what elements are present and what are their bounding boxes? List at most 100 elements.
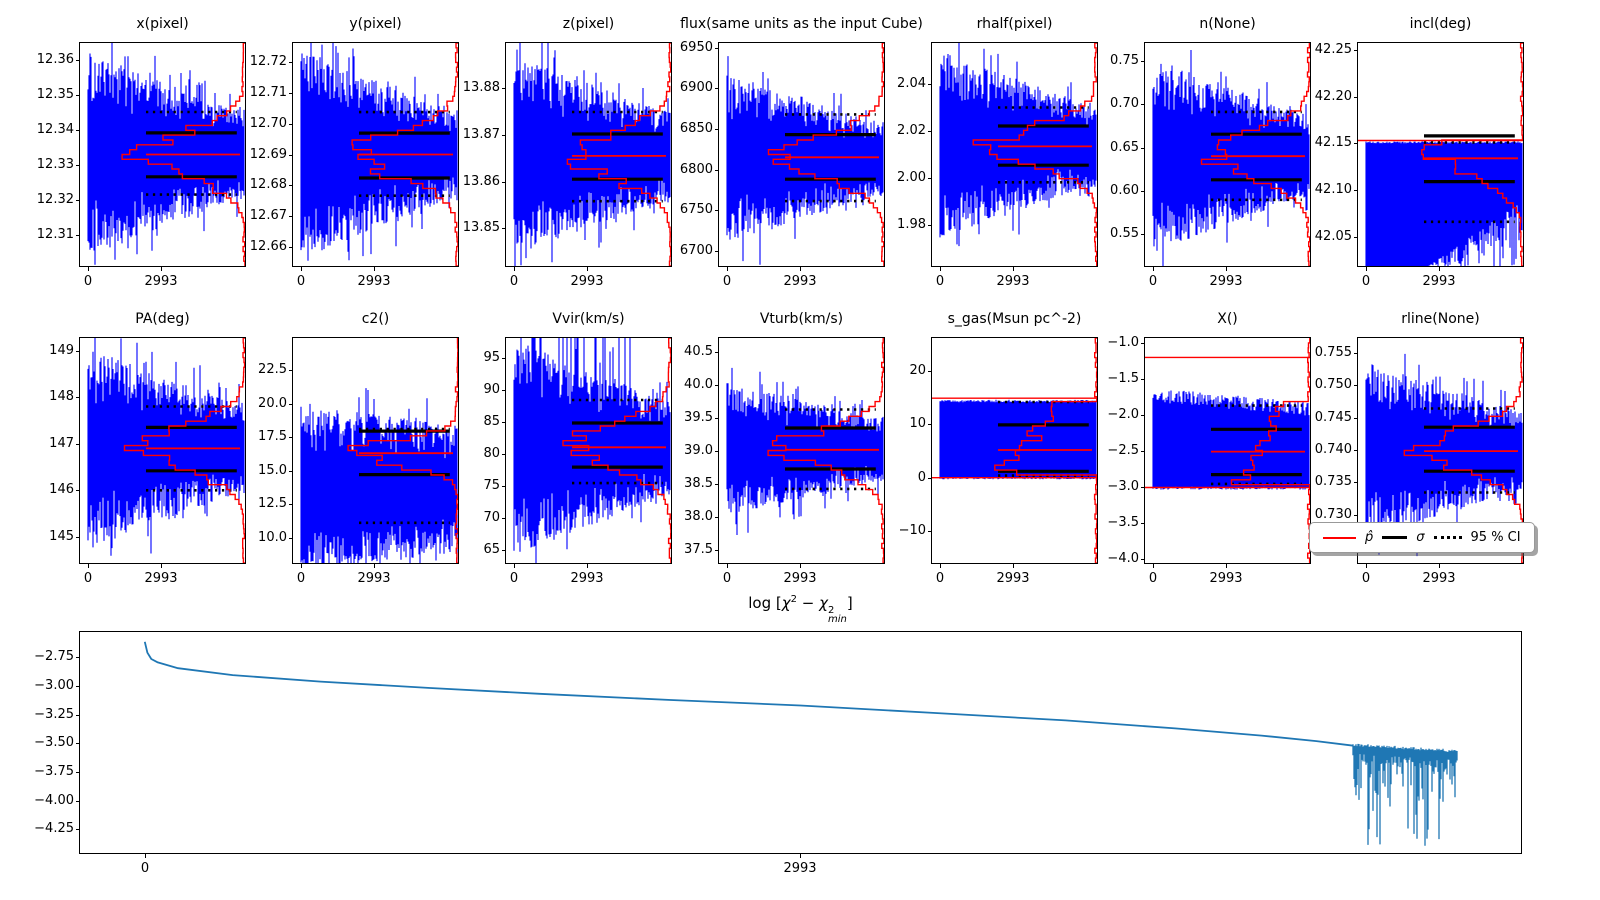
x-tick-label: 2993 [357,274,391,289]
y-tick-label: −4.00 [34,792,74,808]
x-tick [800,564,801,568]
panel-vturb [718,337,885,564]
x-tick [800,854,801,858]
y-tick-label: 39.0 [684,443,713,459]
mcmc-trace [1365,141,1523,266]
mcmc-trace [939,399,1097,480]
y-tick [289,437,293,439]
x-tick-label: 2993 [996,274,1030,289]
chi2-title: log [χ2 − χ 2 min] [80,594,1521,625]
plot-area-flux [726,43,884,266]
chi2-title-log: log [ [748,594,782,612]
y-tick [928,424,932,426]
panel-pa [79,337,246,564]
y-tick-label: 147 [49,435,74,451]
y-tick [1141,414,1145,416]
panel-title-rhalf: rhalf(pixel) [976,16,1053,32]
x-tick-label: 2993 [570,274,604,289]
panel-title-pa: PA(deg) [135,311,190,327]
y-tick-label: −2.5 [1107,442,1139,458]
x-tick-label: 2993 [996,571,1030,586]
mcmc-trace [300,43,458,261]
y-tick [715,88,719,90]
chi-min-exponent: 2 [828,605,835,616]
y-tick-label: 0.60 [1110,182,1139,198]
x-tick-label: 0 [140,861,150,876]
panel-incl [1357,42,1524,267]
panel-title-x-fn: X() [1217,311,1238,327]
y-tick [502,485,506,487]
panel-title-vturb: Vturb(km/s) [759,311,844,327]
y-tick-label: −10 [898,523,926,538]
chi2-plot-area [143,641,1458,846]
plot-area-n-none [1152,43,1310,266]
y-tick [289,216,293,218]
x-tick [301,564,302,568]
y-tick [502,421,506,423]
y-tick-label: 85 [483,413,500,429]
plot-area-vturb [726,338,884,563]
chi2-panel-box [79,631,1522,854]
chi-min-symbol: χ [819,594,829,612]
chi-symbol: χ [781,594,791,612]
y-tick-label: 20 [909,363,926,379]
y-tick-label: −4.0 [1107,550,1139,566]
x-tick-label: 0 [296,274,306,289]
posterior-histogram [566,43,671,266]
x-tick-label: 0 [722,274,732,289]
panel-x-pixel [79,42,246,267]
x-tick [1153,267,1154,271]
y-tick [715,169,719,171]
y-tick-label: 2.04 [897,76,926,92]
y-tick [1354,417,1358,419]
y-tick [1141,104,1145,106]
x-tick [161,564,162,568]
chi-min-subscript: min [828,614,847,625]
panel-title-y-pixel: y(pixel) [349,16,402,32]
y-tick [76,800,80,802]
y-tick-label: −3.00 [34,677,74,693]
chi2-curve [143,641,1354,747]
posterior-histogram [351,43,458,266]
y-tick-label: 37.5 [684,542,713,558]
y-tick [502,228,506,230]
y-tick [1354,385,1358,387]
legend-median-label: p̂ [1365,530,1374,545]
y-tick-label: 38.5 [684,476,713,492]
y-tick [76,95,80,97]
y-tick [76,714,80,716]
x-tick-label: 2993 [357,571,391,586]
legend-ci-line-sample [1433,536,1462,539]
x-tick [1439,564,1440,568]
x-tick [374,564,375,568]
y-tick [1141,522,1145,524]
plot-area-pa [87,338,245,563]
x-tick [1153,564,1154,568]
panel-title-rline: rline(None) [1401,311,1480,327]
y-tick-label: 20.0 [258,395,287,411]
y-tick [289,504,293,506]
y-tick-label: 12.34 [36,122,74,138]
mcmc-trace [1365,353,1523,557]
y-tick-label: 0.65 [1110,139,1139,155]
plot-area-y-pixel [300,43,458,266]
y-tick-label: 0.730 [1314,506,1352,522]
x-tick-label: 2993 [1209,274,1243,289]
y-tick [289,123,293,125]
y-tick-label: 12.32 [36,191,74,207]
legend-sigma-line-sample [1382,536,1408,539]
y-tick-label: 75 [483,477,500,493]
y-tick-label: 10 [909,416,926,432]
y-tick [1354,449,1358,451]
x-tick [1439,267,1440,271]
y-tick-label: 17.5 [258,429,287,445]
plot-area-s-gas [932,338,1097,563]
y-tick [76,130,80,132]
x-tick-label: 0 [1361,274,1371,289]
y-tick [76,199,80,201]
y-tick [502,549,506,551]
posterior-histogram [767,338,884,563]
x-tick [940,564,941,568]
y-tick [289,403,293,405]
